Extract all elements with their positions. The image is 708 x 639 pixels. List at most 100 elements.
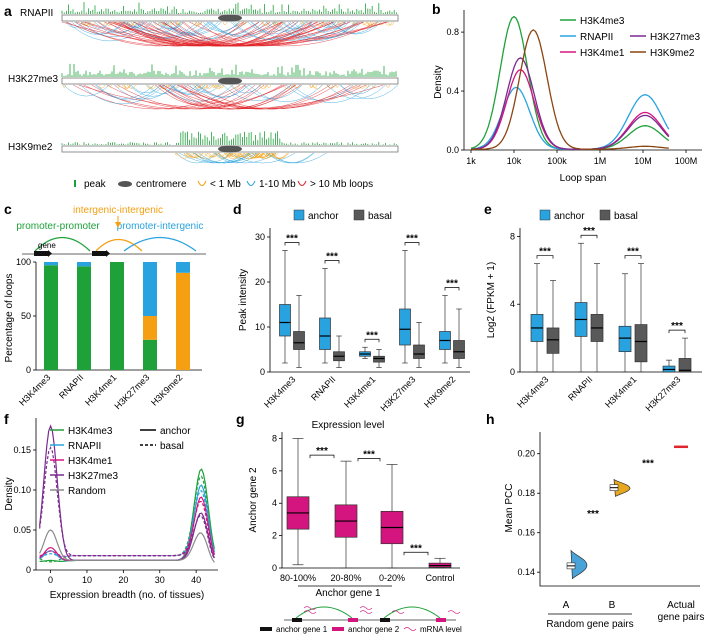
panel-g-ylabel: Anchor gene 2 (248, 467, 259, 532)
loop-arc (94, 21, 141, 34)
loop-arc (365, 84, 369, 88)
x-tick-label: Control (425, 573, 454, 583)
x-tick-label: 20-80% (330, 573, 361, 583)
legend-basal-swatch (353, 209, 365, 221)
x-tick-label: H3K4me3 (515, 374, 550, 409)
loop-arc (114, 84, 176, 100)
loop-arc (351, 84, 361, 89)
loop-arc (75, 21, 126, 35)
legend-peak: peak (84, 179, 107, 190)
loop-arc (235, 152, 245, 157)
loop-arc (239, 152, 251, 158)
sig-label: *** (326, 252, 338, 263)
legend-mrna: mRNA level (420, 625, 462, 634)
loop-arc (224, 152, 229, 156)
x-tick-label: H3K27me3 (644, 374, 683, 413)
loop-arc (230, 21, 307, 40)
x-tick-label-actual: gene pairs (658, 612, 705, 623)
loop-arc (63, 84, 110, 97)
y-tick-label: 0.20 (517, 449, 535, 459)
panel-b-letter: b (432, 1, 441, 17)
y-tick-label: 2 (272, 531, 277, 541)
loop-arc (198, 84, 250, 98)
loop-arc (124, 21, 145, 29)
legend-centromere: centromere (136, 179, 187, 190)
x-tick-label: RNAPII (57, 372, 85, 400)
sig-bracket (536, 255, 554, 259)
loop-arc (61, 21, 387, 47)
loops-rnapii (61, 21, 395, 47)
gene-arrow-icon (48, 250, 52, 257)
loop-arc (213, 84, 223, 90)
loop-arc (251, 21, 334, 41)
panel-b-xlabel: Loop span (560, 173, 607, 184)
loop-arc (362, 21, 373, 27)
loop-arc (153, 21, 160, 26)
loop-arc (170, 84, 198, 93)
legend-h3k4me1: H3K4me1 (580, 48, 625, 59)
bar-segment-rnapii (77, 266, 91, 370)
legend-rnapii: RNAPII (580, 32, 613, 43)
panel-b-ylabel: Density (433, 65, 444, 98)
sig-label: *** (583, 226, 595, 237)
sig-label: *** (410, 543, 422, 554)
bar-segment-h3k27me3 (143, 339, 157, 370)
panel-g-boxes: 0 2 4 6 8 80-100% 20-80% 0-20% Control *** *** *** (272, 433, 455, 587)
sig-bracket (364, 338, 380, 343)
loop-arc (155, 84, 247, 106)
loop-arc (286, 84, 354, 101)
loop-arc (263, 152, 275, 158)
mrna-icon (359, 606, 373, 614)
legend-mrna-icon (403, 627, 417, 631)
loop-arc (259, 152, 271, 158)
legend-basal-swatch (599, 209, 611, 221)
centromere-icon (218, 14, 242, 22)
loop-arc (335, 84, 339, 88)
panel-f-letter: f (4, 411, 9, 427)
legend-h3k4me3: H3K4me3 (68, 426, 113, 437)
loop-arc (130, 21, 202, 39)
loop-arc (217, 152, 226, 157)
peaks-rnapii (61, 2, 397, 14)
basal-h3k4me1-box (634, 324, 648, 363)
loop-arc (161, 21, 171, 26)
violin-b-violin (613, 478, 631, 497)
y-tick-label: 0.10 (13, 485, 31, 495)
sig-bracket (324, 260, 340, 264)
panel-b-axes (463, 10, 702, 151)
loop-arc (161, 84, 233, 102)
legend-anchor-gene-2: anchor gene 2 (348, 625, 400, 634)
y-tick-label: 0.18 (517, 488, 535, 498)
x-tick-label: H3K9me2 (422, 374, 457, 409)
loop-arc (272, 152, 276, 156)
series-line-h3k27me3-anchor (39, 424, 215, 562)
series-line-random-anchor (39, 529, 215, 563)
loop-arc (330, 21, 382, 35)
panel-d-ylabel: Peak intensity (238, 269, 249, 331)
x-tick-label: H3K4me1 (342, 374, 377, 409)
loop-mid-icon (246, 180, 256, 186)
y-tick-label: 0.16 (517, 528, 535, 538)
loop-arc (126, 21, 143, 28)
x-tick-label-a: A (563, 600, 570, 611)
legend-anchor-swatch (293, 209, 305, 221)
loop-arc (271, 152, 278, 157)
loop-arc (326, 84, 386, 99)
x-tick-label: 10M (634, 156, 652, 166)
loop-arc (217, 84, 221, 88)
bar-segment-h3k4me1 (110, 262, 124, 370)
loop-arc (166, 21, 219, 35)
loop-arc (269, 152, 290, 160)
panel-c: c intergenic-intergenic promoter-promote… (4, 201, 206, 411)
sig-label: *** (286, 234, 298, 245)
legend-lt1: < 1 Mb (210, 179, 241, 190)
mrna-icon (391, 610, 405, 614)
centromere-icon (218, 77, 242, 85)
mrna-icon (303, 606, 317, 614)
y-tick-label: 0 (510, 367, 515, 377)
loop-arc (76, 21, 324, 47)
loop-arc (276, 21, 283, 26)
